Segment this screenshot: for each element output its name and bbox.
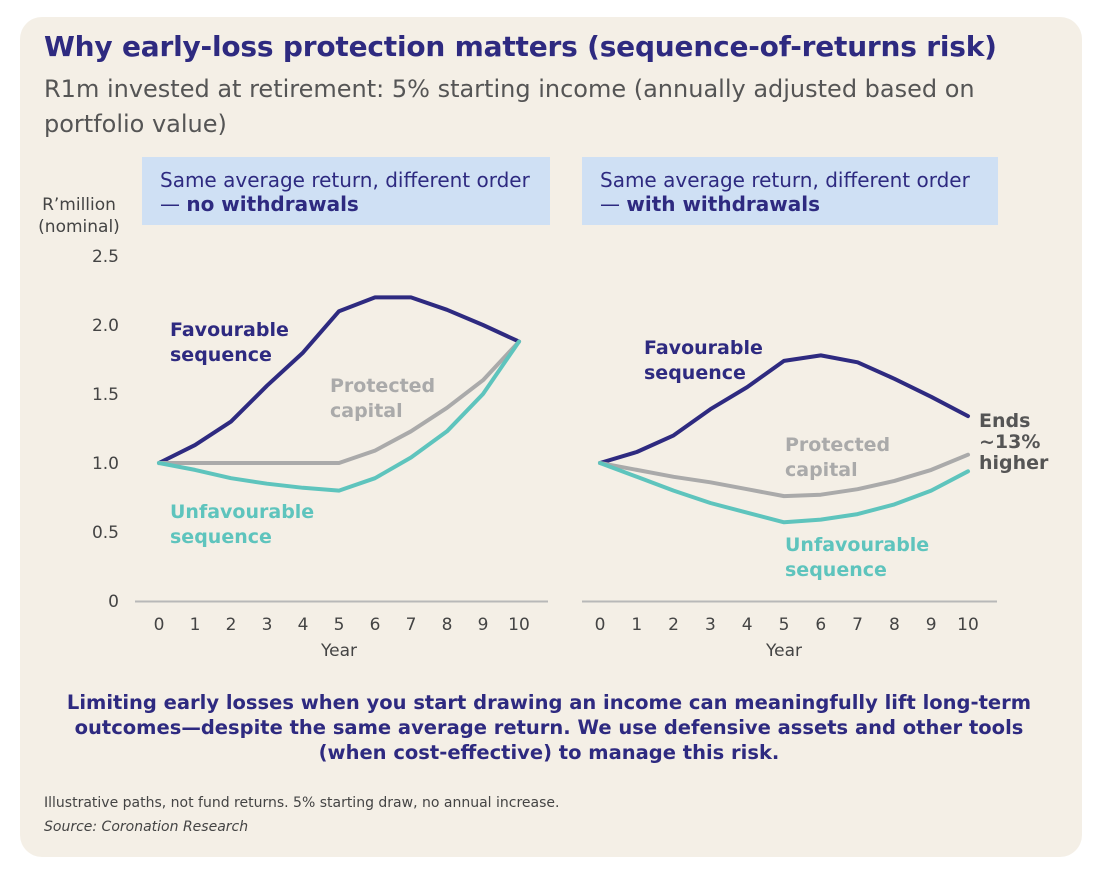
right-x-axis-label: Year xyxy=(765,641,802,661)
right-favourable-label-line-2: sequence xyxy=(644,362,746,384)
y-tick-2-5: 2.5 xyxy=(92,247,119,267)
ends-higher-annotation-line-2: ~13% xyxy=(979,431,1040,453)
y-axis-label-line-1: R’million xyxy=(42,195,116,215)
left-panel-header: Same average return, different order — n… xyxy=(142,157,550,225)
left-unfavourable-label-line-2: sequence xyxy=(170,526,272,548)
left-x-tick-4: 4 xyxy=(298,615,309,635)
left-x-tick-9: 9 xyxy=(478,615,489,635)
left-x-tick-2: 2 xyxy=(226,615,237,635)
footnote: Illustrative paths, not fund returns. 5%… xyxy=(44,795,560,811)
left-x-axis-label: Year xyxy=(320,641,357,661)
y-tick-2-0: 2.0 xyxy=(92,316,119,336)
left-x-tick-8: 8 xyxy=(442,615,453,635)
left-x-tick-7: 7 xyxy=(406,615,417,635)
left-x-tick-3: 3 xyxy=(262,615,273,635)
left-x-tick-6: 6 xyxy=(370,615,381,635)
right-x-tick-1: 1 xyxy=(631,615,642,635)
y-tick-1-5: 1.5 xyxy=(92,385,119,405)
right-unfavourable-label-line-1: Unfavourable xyxy=(785,534,929,556)
left-protected-label-line-1: Protected xyxy=(330,375,435,397)
y-axis-label-line-2: (nominal) xyxy=(38,217,120,237)
chart-subtitle: R1m invested at retirement: 5% starting … xyxy=(44,75,975,138)
right-x-tick-10: 10 xyxy=(957,615,979,635)
left-favourable-line xyxy=(157,295,521,465)
right-x-tick-3: 3 xyxy=(705,615,716,635)
right-protected-label-line-2: capital xyxy=(785,459,858,481)
right-x-tick-5: 5 xyxy=(779,615,790,635)
left-favourable-label-line-2: sequence xyxy=(170,344,272,366)
left-favourable-label-line-1: Favourable xyxy=(170,319,289,341)
left-protected-label-line-2: capital xyxy=(330,400,403,422)
left-panel-header-text: Same average return, different order — xyxy=(160,168,530,216)
y-tick-0-5: 0.5 xyxy=(92,523,119,543)
right-x-tick-7: 7 xyxy=(852,615,863,635)
conclusion-text: Limiting early losses when you start dra… xyxy=(66,691,1032,764)
right-protected-label-line-1: Protected xyxy=(785,434,890,456)
y-tick-1-0: 1.0 xyxy=(92,454,119,474)
right-panel-header-text: Same average return, different order — xyxy=(600,168,970,216)
left-x-tick-10: 10 xyxy=(508,615,530,635)
left-protected-line xyxy=(157,339,521,465)
source-note: Source: Coronation Research xyxy=(44,819,249,835)
right-x-tick-0: 0 xyxy=(595,615,606,635)
right-protected-line xyxy=(598,452,970,499)
left-panel-header-emphasis: no withdrawals xyxy=(186,192,359,216)
right-x-tick-2: 2 xyxy=(668,615,679,635)
left-x-tick-0: 0 xyxy=(154,615,165,635)
right-unfavourable-label-line-2: sequence xyxy=(785,559,887,581)
right-panel-header-emphasis: with withdrawals xyxy=(626,192,820,216)
left-x-tick-5: 5 xyxy=(334,615,345,635)
right-x-tick-4: 4 xyxy=(742,615,753,635)
right-unfavourable-line xyxy=(598,461,970,525)
right-x-tick-9: 9 xyxy=(926,615,937,635)
right-panel-header: Same average return, different order — w… xyxy=(582,157,998,225)
ends-higher-annotation-line-3: higher xyxy=(979,452,1049,474)
right-x-tick-8: 8 xyxy=(889,615,900,635)
left-unfavourable-line xyxy=(157,339,521,493)
ends-higher-annotation-line-1: Ends xyxy=(979,410,1030,432)
right-favourable-line xyxy=(598,353,970,465)
right-favourable-label-line-1: Favourable xyxy=(644,337,763,359)
chart-title: Why early-loss protection matters (seque… xyxy=(44,30,997,63)
right-x-tick-6: 6 xyxy=(815,615,826,635)
left-x-tick-1: 1 xyxy=(190,615,201,635)
y-tick-0: 0 xyxy=(108,592,119,612)
left-unfavourable-label-line-1: Unfavourable xyxy=(170,501,314,523)
